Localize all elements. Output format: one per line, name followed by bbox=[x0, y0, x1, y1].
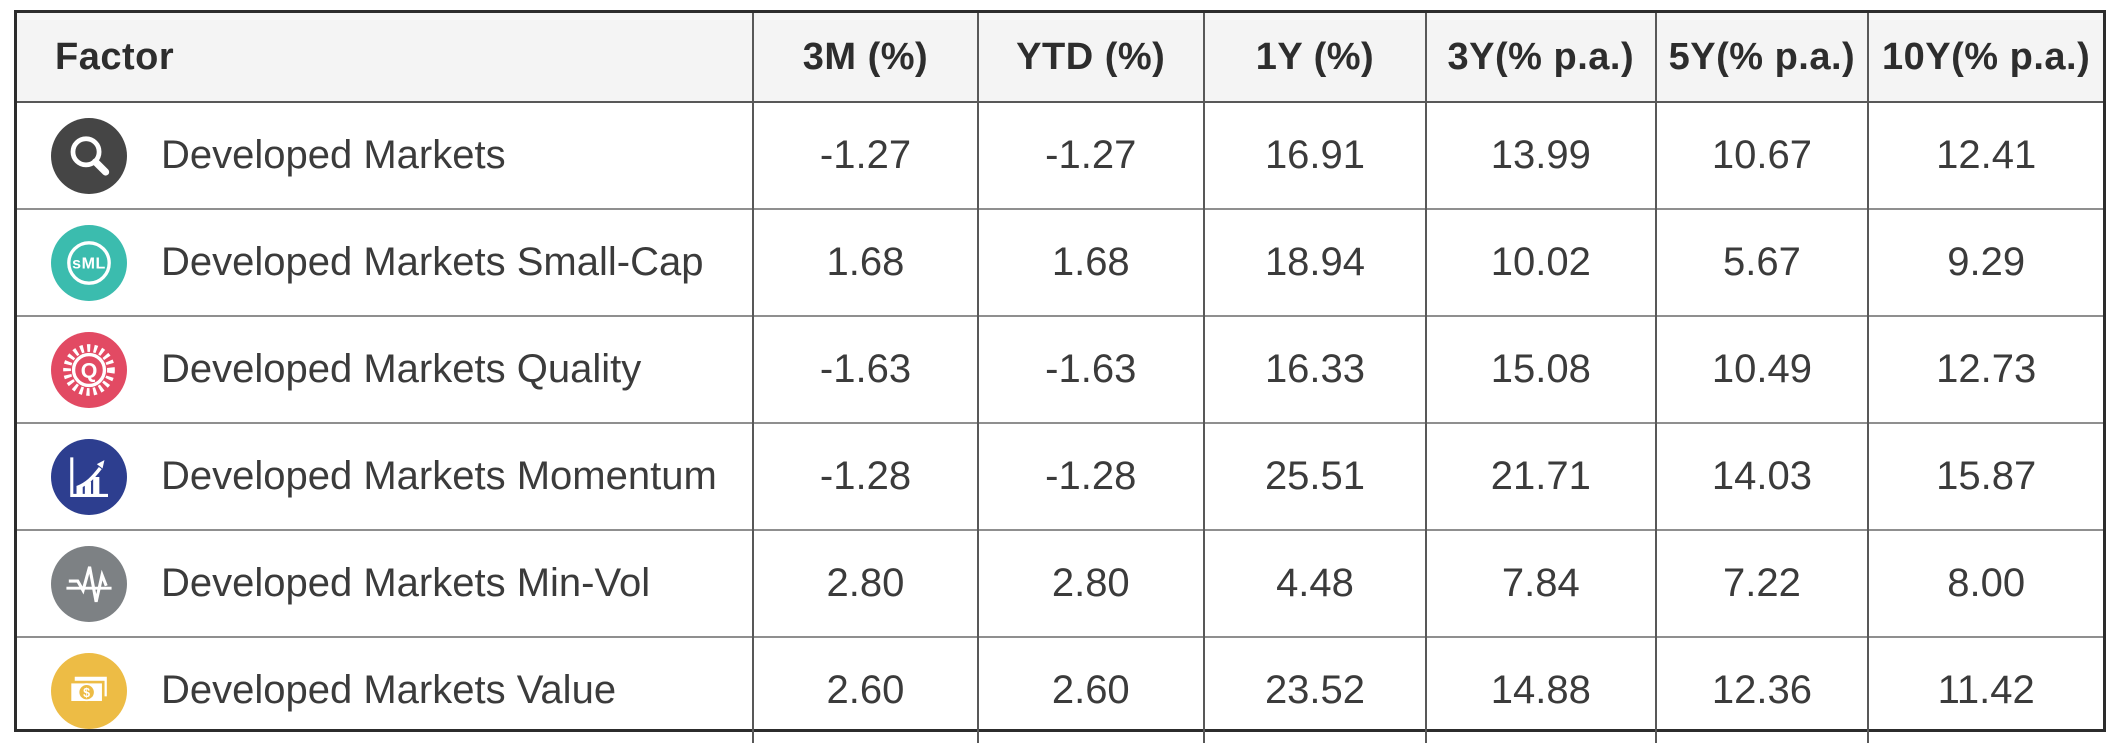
column-header-3y: 3Y(% p.a.) bbox=[1426, 13, 1655, 102]
value-cell-10y: 11.42 bbox=[1868, 637, 2103, 743]
value-cell-10y: 15.87 bbox=[1868, 423, 2103, 530]
value-cell-3y: 15.08 bbox=[1426, 316, 1655, 423]
value-cell-1y: 16.91 bbox=[1204, 102, 1426, 209]
factor-performance-table: Factor 3M (%) YTD (%) 1Y (%) 3Y(% p.a.) … bbox=[17, 13, 2103, 743]
row-label: Developed Markets Quality bbox=[161, 347, 641, 392]
value-cell-ytd: 2.60 bbox=[978, 637, 1204, 743]
value-cell-1y: 23.52 bbox=[1204, 637, 1426, 743]
table-row: Q Developed Markets Quality -1.63 -1.63 … bbox=[17, 316, 2103, 423]
momentum-chart-icon bbox=[51, 439, 127, 515]
column-header-1y: 1Y (%) bbox=[1204, 13, 1426, 102]
value-cell-5y: 10.67 bbox=[1656, 102, 1869, 209]
svg-text:$: $ bbox=[83, 686, 90, 700]
min-vol-waveform-icon bbox=[51, 546, 127, 622]
table-row: sML Developed Markets Small-Cap 1.68 1.6… bbox=[17, 209, 2103, 316]
value-banknote-icon: $ bbox=[51, 653, 127, 729]
value-cell-ytd: 1.68 bbox=[978, 209, 1204, 316]
value-cell-5y: 5.67 bbox=[1656, 209, 1869, 316]
value-cell-3m: -1.63 bbox=[753, 316, 977, 423]
value-cell-3m: 2.60 bbox=[753, 637, 977, 743]
value-cell-5y: 14.03 bbox=[1656, 423, 1869, 530]
value-cell-5y: 10.49 bbox=[1656, 316, 1869, 423]
row-label: Developed Markets Small-Cap bbox=[161, 240, 703, 285]
column-header-3m: 3M (%) bbox=[753, 13, 977, 102]
row-label: Developed Markets Momentum bbox=[161, 454, 717, 499]
column-header-5y: 5Y(% p.a.) bbox=[1656, 13, 1869, 102]
value-cell-3y: 7.84 bbox=[1426, 530, 1655, 637]
quality-seal-icon: Q bbox=[51, 332, 127, 408]
factor-cell: Q Developed Markets Quality bbox=[17, 317, 752, 422]
value-cell-10y: 9.29 bbox=[1868, 209, 2103, 316]
table-row: Developed Markets Momentum -1.28 -1.28 2… bbox=[17, 423, 2103, 530]
row-label: Developed Markets bbox=[161, 133, 506, 178]
value-cell-ytd: 2.80 bbox=[978, 530, 1204, 637]
value-cell-1y: 25.51 bbox=[1204, 423, 1426, 530]
value-cell-ytd: -1.28 bbox=[978, 423, 1204, 530]
value-cell-3y: 13.99 bbox=[1426, 102, 1655, 209]
value-cell-1y: 4.48 bbox=[1204, 530, 1426, 637]
value-cell-1y: 18.94 bbox=[1204, 209, 1426, 316]
value-cell-3m: -1.28 bbox=[753, 423, 977, 530]
row-label: Developed Markets Value bbox=[161, 668, 616, 713]
column-header-ytd: YTD (%) bbox=[978, 13, 1204, 102]
value-cell-3y: 10.02 bbox=[1426, 209, 1655, 316]
value-cell-10y: 12.73 bbox=[1868, 316, 2103, 423]
table-row: Developed Markets Min-Vol 2.80 2.80 4.48… bbox=[17, 530, 2103, 637]
svg-text:Q: Q bbox=[81, 358, 98, 382]
column-header-factor: Factor bbox=[17, 13, 753, 102]
value-cell-10y: 8.00 bbox=[1868, 530, 2103, 637]
value-cell-5y: 7.22 bbox=[1656, 530, 1869, 637]
svg-text:sML: sML bbox=[72, 254, 106, 272]
table-row: $ Developed Markets Value 2.60 2.60 23.5… bbox=[17, 637, 2103, 743]
factor-cell: Developed Markets Momentum bbox=[17, 424, 752, 529]
table-header-row: Factor 3M (%) YTD (%) 1Y (%) 3Y(% p.a.) … bbox=[17, 13, 2103, 102]
table-row: Developed Markets -1.27 -1.27 16.91 13.9… bbox=[17, 102, 2103, 209]
value-cell-3y: 14.88 bbox=[1426, 637, 1655, 743]
value-cell-1y: 16.33 bbox=[1204, 316, 1426, 423]
value-cell-5y: 12.36 bbox=[1656, 637, 1869, 743]
column-header-10y: 10Y(% p.a.) bbox=[1868, 13, 2103, 102]
value-cell-3m: 1.68 bbox=[753, 209, 977, 316]
value-cell-3m: -1.27 bbox=[753, 102, 977, 209]
factor-cell: sML Developed Markets Small-Cap bbox=[17, 210, 752, 315]
search-icon bbox=[51, 118, 127, 194]
value-cell-3m: 2.80 bbox=[753, 530, 977, 637]
value-cell-ytd: -1.27 bbox=[978, 102, 1204, 209]
value-cell-3y: 21.71 bbox=[1426, 423, 1655, 530]
factor-performance-panel: Factor 3M (%) YTD (%) 1Y (%) 3Y(% p.a.) … bbox=[14, 10, 2106, 732]
small-cap-badge-icon: sML bbox=[51, 225, 127, 301]
factor-cell: Developed Markets bbox=[17, 103, 752, 208]
value-cell-ytd: -1.63 bbox=[978, 316, 1204, 423]
row-label: Developed Markets Min-Vol bbox=[161, 561, 650, 606]
factor-cell: Developed Markets Min-Vol bbox=[17, 531, 752, 636]
value-cell-10y: 12.41 bbox=[1868, 102, 2103, 209]
factor-cell: $ Developed Markets Value bbox=[17, 638, 752, 743]
